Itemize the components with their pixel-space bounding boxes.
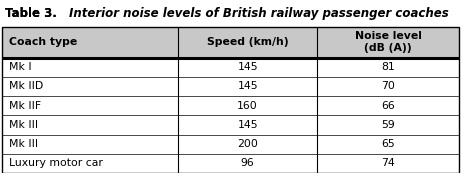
Text: 74: 74 [381,158,395,168]
Text: Table 3.: Table 3. [5,7,69,20]
Text: 65: 65 [381,139,395,149]
Text: Mk IIF: Mk IIF [9,101,41,111]
Text: Table 3.: Table 3. [5,7,69,20]
Text: Mk IID: Mk IID [9,81,43,91]
Bar [2,27,459,57]
Text: Table 3.: Table 3. [5,7,69,20]
Text: Noise level
(dB (A)): Noise level (dB (A)) [355,31,421,53]
Text: 145: 145 [237,62,258,72]
Text: 96: 96 [241,158,254,168]
Text: 160: 160 [237,101,258,111]
Text: 145: 145 [237,120,258,130]
Text: Luxury motor car: Luxury motor car [9,158,103,168]
Text: 200: 200 [237,139,258,149]
Text: Coach type: Coach type [9,37,77,47]
Text: Mk I: Mk I [9,62,32,72]
Text: Mk III: Mk III [9,139,38,149]
Text: 70: 70 [381,81,395,91]
Bar [2,27,459,173]
Text: Interior noise levels of British railway passenger coaches: Interior noise levels of British railway… [69,7,449,20]
Text: 66: 66 [381,101,395,111]
Text: 81: 81 [381,62,395,72]
Text: Mk III: Mk III [9,120,38,130]
Text: 59: 59 [381,120,395,130]
Text: Speed (km/h): Speed (km/h) [207,37,289,47]
Text: 145: 145 [237,81,258,91]
